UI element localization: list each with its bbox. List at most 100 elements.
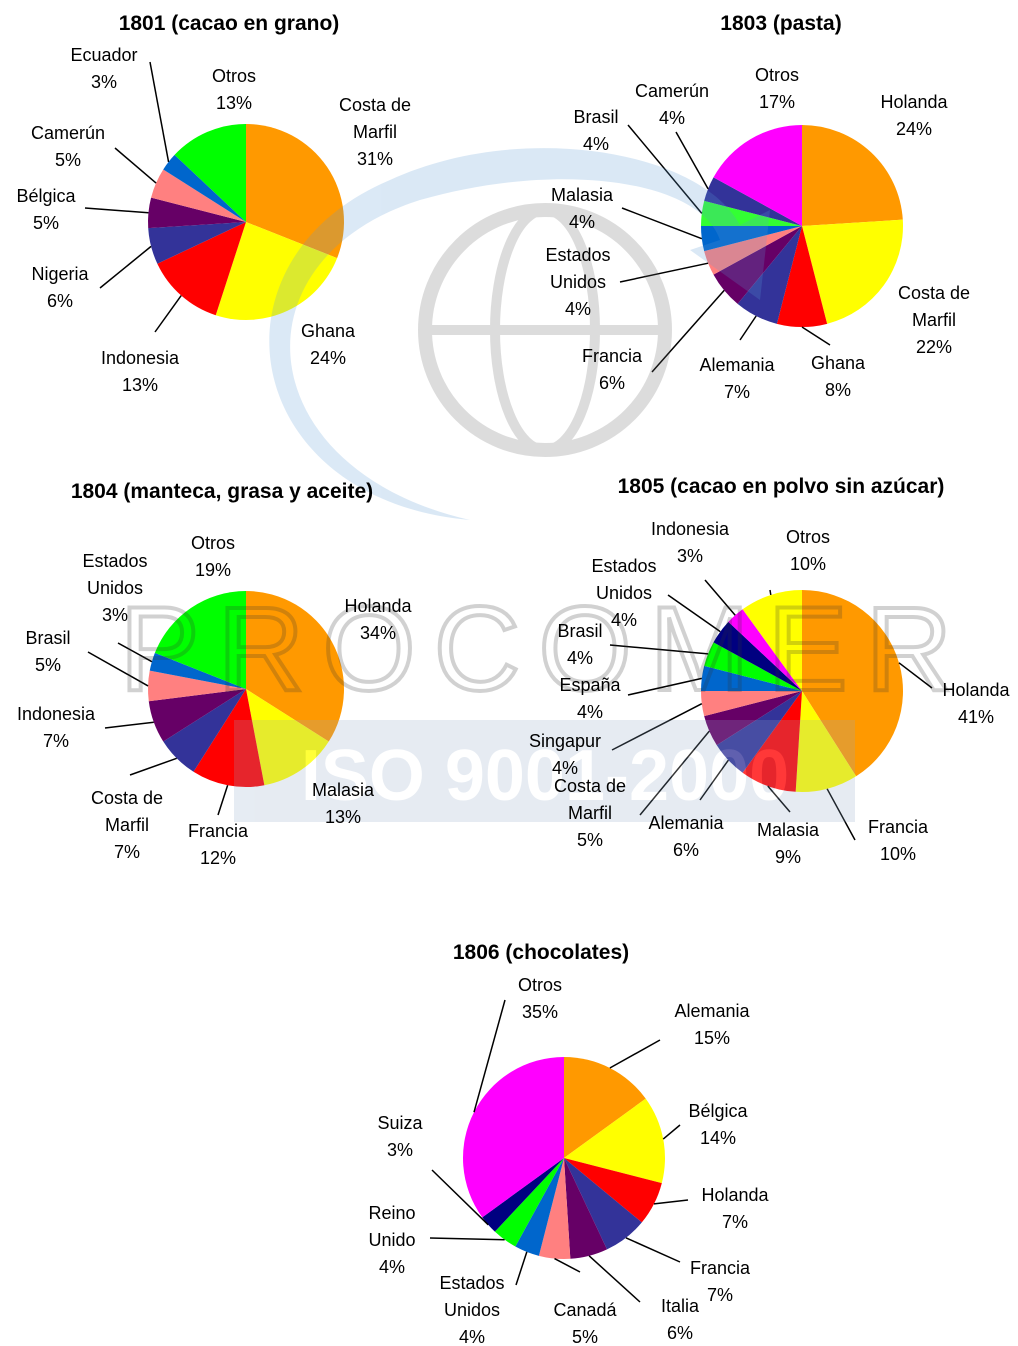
slice-name: Singapur (528, 731, 602, 751)
leader-line (87, 651, 149, 687)
slice-name: Otros (211, 66, 256, 86)
pie-slice (148, 670, 246, 702)
slice-name: Otros (785, 527, 830, 547)
slice-label: Estados Unidos 4% (427, 1270, 517, 1346)
slice-value: 4% (582, 134, 609, 154)
pie-slice (737, 226, 802, 324)
slice-name: Estados Unidos (439, 1273, 505, 1320)
pie-slice (564, 1057, 646, 1158)
pie-slice (246, 689, 329, 786)
slice-name: Holanda (942, 680, 1010, 700)
chart-title: 1806 (chocolates) (452, 941, 630, 964)
slice-value: 7% (42, 731, 69, 751)
leader-line (217, 785, 229, 816)
slice-label: Alemania 7% (667, 352, 807, 406)
pie-slice (515, 1158, 564, 1256)
pie-slice (713, 125, 802, 226)
slice-value: 34% (359, 623, 397, 643)
slice-name: Costa de Marfil (90, 788, 164, 835)
pie-slice (713, 621, 802, 691)
slice-value: 13% (324, 807, 362, 827)
leader-line (704, 579, 736, 616)
slice-label: Ghana 8% (768, 350, 908, 404)
leader-line (675, 131, 709, 190)
leader-line (639, 730, 710, 816)
slice-name: Suiza (377, 1113, 423, 1133)
pie-slice (157, 222, 246, 316)
slice-value: 22% (915, 337, 953, 357)
slice-value: 6% (598, 373, 625, 393)
slice-label: Bélgica 5% (0, 183, 116, 237)
chart-title: 1803 (pasta) (720, 12, 842, 35)
slice-name: Costa de Marfil (338, 95, 412, 142)
slice-value: 31% (356, 149, 394, 169)
pie-slice (538, 1158, 571, 1259)
slice-value: 5% (32, 213, 59, 233)
slice-name: Holanda (880, 92, 948, 112)
slice-name: Francia (867, 817, 929, 837)
slice-label: España 4% (520, 672, 660, 726)
leader-line (651, 289, 725, 373)
pie-slice (564, 1158, 662, 1223)
slice-value: 9% (774, 847, 801, 867)
slice-name: Indonesia (16, 704, 96, 724)
leader-line (149, 61, 170, 163)
slice-name: Italia (660, 1296, 700, 1316)
pie-slice (148, 689, 246, 742)
pie-chart (429, 999, 689, 1303)
slice-value: 24% (895, 119, 933, 139)
leader-line (104, 721, 154, 729)
slice-value: 4% (564, 299, 591, 319)
pie-slice (802, 590, 903, 777)
slice-name: Reino Unido (368, 1203, 416, 1250)
pie-slice (151, 169, 246, 222)
pie-slice (462, 1057, 564, 1218)
pie-slice (193, 689, 265, 787)
slice-name: Alemania (674, 1001, 750, 1021)
pie-slice (564, 1158, 642, 1250)
leader-line (611, 702, 703, 751)
pie-slice (776, 226, 828, 327)
slice-value: 4% (566, 648, 593, 668)
leader-line (739, 315, 757, 341)
slice-value: 24% (309, 348, 347, 368)
leader-line (667, 594, 721, 633)
pie-chart (87, 591, 345, 816)
slice-value: 13% (121, 375, 159, 395)
slice-value: 7% (706, 1285, 733, 1305)
slice-value: 4% (551, 758, 578, 778)
slice-value: 10% (789, 554, 827, 574)
slice-value: 7% (721, 1212, 748, 1232)
leader-line (473, 999, 506, 1113)
slice-value: 4% (568, 212, 595, 232)
slice-label: Otros 35% (470, 972, 610, 1026)
slice-name: Indonesia (650, 519, 730, 539)
slice-label: Brasil 4% (510, 618, 650, 672)
slice-label: Indonesia 3% (620, 516, 760, 570)
slice-label: Reino Unido 4% (347, 1200, 437, 1281)
slice-name: Canadá (553, 1300, 617, 1320)
slice-value: 4% (458, 1327, 485, 1346)
slice-label: Canadá 5% (515, 1297, 655, 1346)
slice-label: Singapur 4% (495, 728, 635, 782)
slice-label: Estados Unidos 3% (70, 548, 160, 629)
pie-slice (728, 609, 802, 691)
leader-line (767, 785, 791, 813)
slice-label: Indonesia 13% (70, 345, 210, 399)
pie-slice (704, 642, 802, 691)
slice-label: Camerún 5% (0, 120, 138, 174)
pie-slice (174, 124, 246, 222)
slice-value: 5% (576, 830, 603, 850)
slice-value: 5% (571, 1327, 598, 1346)
chart-title: 1801 (cacao en grano) (118, 12, 340, 35)
slice-name: Bélgica (688, 1101, 748, 1121)
slice-value: 7% (113, 842, 140, 862)
slice-name: Bélgica (16, 186, 76, 206)
leader-line (619, 262, 709, 283)
pie-slice (564, 1098, 665, 1184)
leader-line (154, 295, 182, 333)
pie-slice (154, 591, 246, 689)
pie-slice (704, 691, 802, 746)
slice-name: Indonesia (100, 348, 180, 368)
slice-label: Holanda 41% (906, 677, 1018, 731)
